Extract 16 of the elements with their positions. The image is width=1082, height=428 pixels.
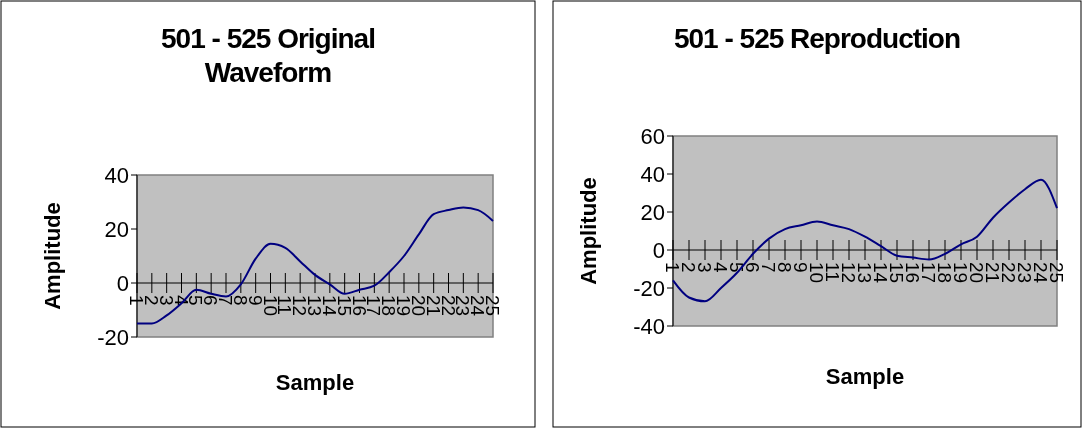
- y-tick-label: 0: [652, 237, 665, 263]
- y-tick-label: 60: [640, 123, 665, 149]
- y-tick-label: -20: [633, 275, 665, 301]
- x-axis-title: Sample: [275, 370, 355, 395]
- y-axis-title: Amplitude: [576, 177, 601, 285]
- y-tick-label: 40: [104, 162, 129, 188]
- y-tick-label: 20: [104, 216, 129, 242]
- chart-title: 501 - 525 Reproduction: [673, 23, 961, 54]
- x-axis-title: Sample: [825, 364, 905, 389]
- y-tick-label: 40: [640, 161, 665, 187]
- chart-title: 501 - 525 Original Waveform: [161, 23, 375, 88]
- y-tick-label: -20: [97, 324, 129, 350]
- y-tick-label: 20: [640, 199, 665, 225]
- y-tick-label: 0: [116, 270, 129, 296]
- y-axis-title: Amplitude: [40, 202, 65, 310]
- y-tick-label: -40: [633, 313, 665, 339]
